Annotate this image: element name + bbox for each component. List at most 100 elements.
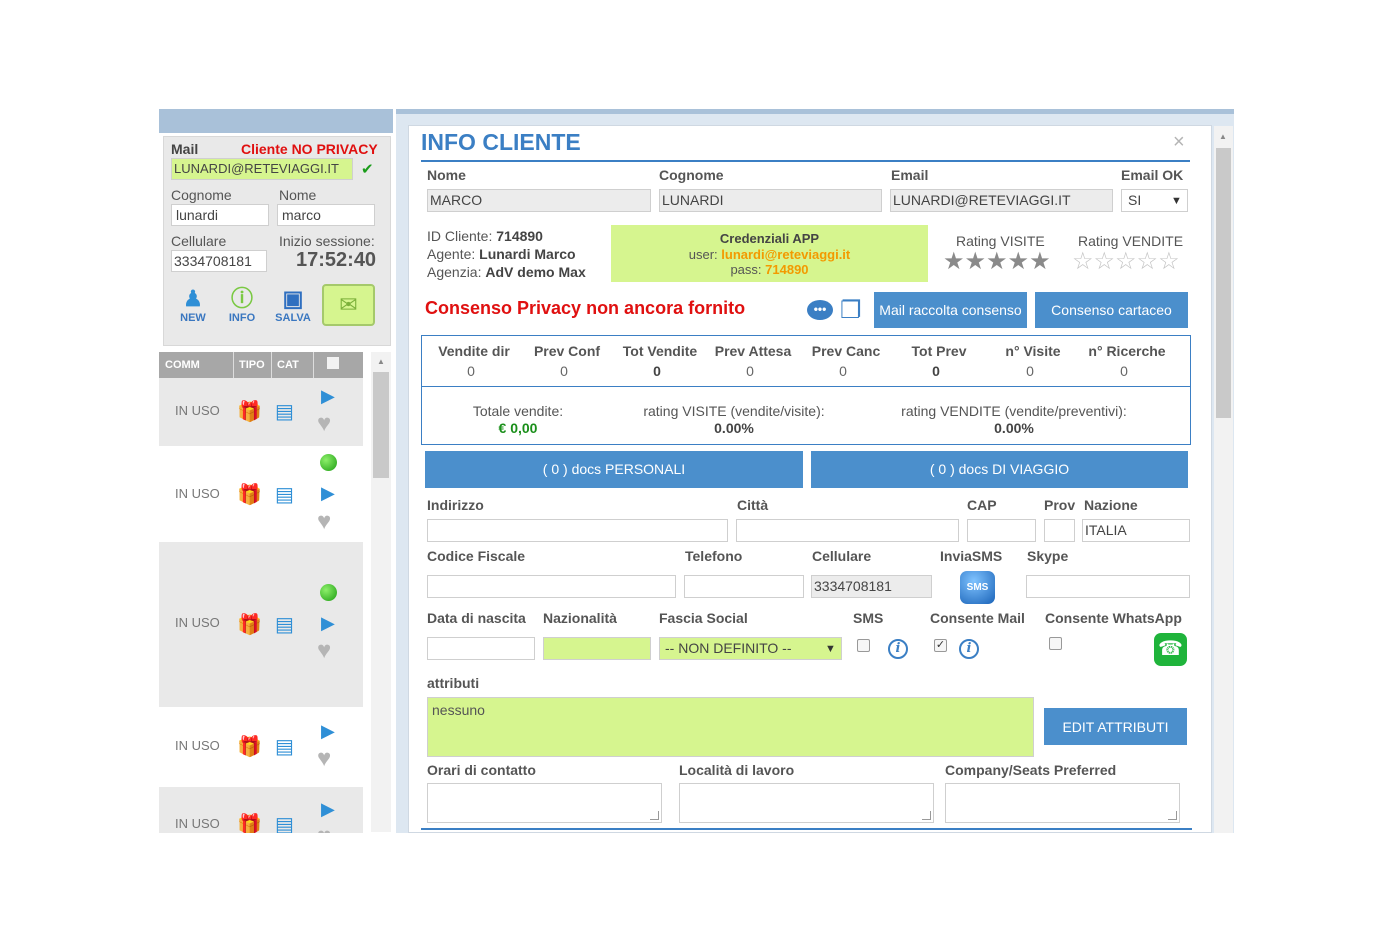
sms-checkbox[interactable] [857, 639, 870, 652]
rating-visite-stars: ★★★★★ [943, 248, 1051, 275]
stat-header-prev-conf: Prev Conf [533, 343, 601, 359]
play-icon[interactable]: ▶ [321, 799, 335, 819]
cap-input[interactable] [967, 519, 1036, 542]
list-item[interactable]: IN USO 🎁 ▤ ▶ ♥ [159, 707, 363, 787]
cognome-input[interactable]: lunardi [171, 204, 269, 226]
list-item[interactable]: IN USO 🎁 ▤ ▶ ♥ [159, 378, 363, 446]
stat-header-prev-attesa: Prev Attesa [714, 343, 792, 359]
codice-fiscale-input[interactable] [427, 575, 676, 598]
stat-value-prev-attesa: 0 [746, 363, 754, 379]
email-label: Email [891, 167, 929, 183]
list-header: COMM TIPO CAT [159, 352, 363, 378]
consente-mail-checkbox[interactable]: ✓ [934, 639, 947, 652]
telefono-input[interactable] [684, 575, 804, 598]
row-status: IN USO [175, 615, 220, 630]
docs-personali-button[interactable]: ( 0 ) docs PERSONALI [425, 451, 803, 488]
select-all-icon[interactable] [327, 357, 339, 369]
heart-icon[interactable]: ♥ [317, 508, 332, 535]
totale-vendite-value: € 0,00 [498, 420, 538, 436]
data-nascita-label: Data di nascita [427, 610, 526, 626]
sms-label: SMS [853, 610, 884, 626]
telefono-label: Telefono [685, 548, 743, 564]
nazionalita-input[interactable] [543, 637, 651, 660]
salva-button[interactable]: ▣ SALVA [270, 286, 316, 328]
chevron-down-icon: ▼ [825, 643, 836, 655]
mail-consenso-button[interactable]: Mail raccolta consenso [874, 292, 1027, 328]
stat-value-tot-vendite: 0 [653, 363, 661, 379]
gift-icon: 🎁 [237, 401, 262, 423]
orari-contatto-textarea[interactable] [427, 783, 662, 823]
privacy-status: Cliente NO PRIVACY [241, 141, 378, 157]
map-icon: ▤ [275, 614, 294, 636]
edit-attributi-button[interactable]: EDIT ATTRIBUTI [1044, 708, 1187, 745]
chat-icon[interactable]: ••• [807, 300, 833, 320]
stat-header-ricerche: n° Ricerche [1088, 343, 1166, 359]
stat-header-vendite-dir: Vendite dir [438, 343, 510, 359]
documents-icon[interactable]: ❐ [840, 297, 862, 324]
attributi-field[interactable]: nessuno [427, 697, 1034, 757]
cognome-label: Cognome [659, 167, 724, 183]
cognome-field[interactable]: LUNARDI [659, 189, 882, 212]
left-scrollbar-thumb[interactable] [373, 372, 389, 478]
cellulare-input[interactable]: 3334708181 [171, 250, 267, 272]
id-cliente-label: ID Cliente: [427, 228, 493, 244]
mail-input[interactable]: LUNARDI@RETEVIAGGI.IT [171, 158, 353, 180]
stat-value-prev-conf: 0 [560, 363, 568, 379]
indirizzo-input[interactable] [427, 519, 728, 542]
envelope-icon[interactable]: ✉ [322, 284, 375, 326]
close-icon[interactable]: × [1173, 131, 1185, 153]
info-icon[interactable]: i [959, 639, 979, 659]
inizio-sessione-label: Inizio sessione: [279, 233, 375, 249]
cap-label: CAP [967, 497, 997, 513]
bottom-divider [421, 828, 1192, 830]
session-time: 17:52:40 [296, 249, 377, 271]
nazione-input[interactable]: ITALIA [1082, 519, 1190, 542]
status-dot-icon [320, 584, 337, 601]
heart-icon[interactable]: ♥ [317, 745, 332, 772]
localita-lavoro-textarea[interactable] [679, 783, 934, 823]
heart-icon[interactable]: ♥ [317, 637, 332, 664]
mail-label: Mail [171, 141, 199, 157]
nome-field[interactable]: MARCO [427, 189, 651, 212]
whatsapp-icon[interactable]: ☎ [1154, 633, 1187, 666]
agenzia-label: Agenzia: [427, 264, 482, 280]
prov-input[interactable] [1044, 519, 1075, 542]
new-button[interactable]: ♟ NEW [170, 286, 216, 328]
sms-icon[interactable]: SMS [960, 571, 995, 604]
consente-whatsapp-checkbox[interactable] [1049, 637, 1062, 650]
agente-value: Lunardi Marco [479, 246, 576, 262]
play-icon[interactable]: ▶ [321, 386, 335, 406]
info-button[interactable]: ⓘ INFO [219, 286, 265, 328]
map-icon: ▤ [275, 484, 294, 506]
skype-input[interactable] [1026, 575, 1190, 598]
info-icon[interactable]: i [888, 639, 908, 659]
map-icon: ▤ [275, 814, 294, 833]
email-ok-label: Email OK [1121, 167, 1184, 183]
docs-viaggio-button[interactable]: ( 0 ) docs DI VIAGGIO [811, 451, 1188, 488]
data-nascita-input[interactable] [427, 637, 535, 660]
citta-input[interactable] [736, 519, 959, 542]
nome-input[interactable]: marco [277, 204, 375, 226]
user-icon: ♟ [183, 286, 203, 311]
fascia-social-select[interactable]: -- NON DEFINITO -- [659, 637, 842, 660]
play-icon[interactable]: ▶ [321, 483, 335, 503]
heart-icon[interactable]: ♥ [317, 410, 332, 437]
privacy-warning: Consenso Privacy non ancora fornito [425, 298, 746, 318]
consenso-cartaceo-button[interactable]: Consenso cartaceo [1035, 292, 1188, 328]
totale-vendite-label: Totale vendite: [472, 403, 564, 419]
email-field[interactable]: LUNARDI@RETEVIAGGI.IT [890, 189, 1113, 212]
scroll-up-icon[interactable]: ▲ [1219, 132, 1227, 141]
scroll-up-icon[interactable]: ▲ [377, 357, 385, 366]
title-divider [421, 160, 1190, 162]
list-item[interactable]: IN USO 🎁 ▤ ▶ ♥ [159, 542, 363, 707]
consente-whatsapp-label: Consente WhatsApp [1045, 610, 1182, 626]
play-icon[interactable]: ▶ [321, 721, 335, 741]
company-seats-textarea[interactable] [945, 783, 1180, 823]
email-ok-select[interactable]: SI [1121, 189, 1188, 212]
heart-icon[interactable]: ♥ [317, 823, 331, 833]
modal-scrollbar-thumb[interactable] [1216, 148, 1231, 418]
list-item[interactable]: IN USO 🎁 ▤ ▶ ♥ [159, 446, 363, 542]
play-icon[interactable]: ▶ [321, 613, 335, 633]
cellulare-field[interactable]: 3334708181 [811, 575, 932, 598]
list-item[interactable]: IN USO 🎁 ▤ ▶ ♥ [159, 787, 363, 833]
